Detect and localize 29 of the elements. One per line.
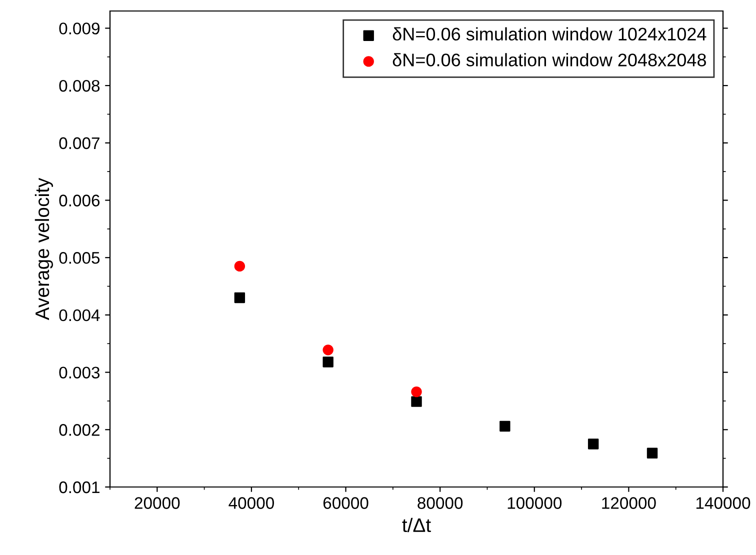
point (646, 448, 658, 459)
point (234, 260, 246, 272)
point (411, 396, 422, 407)
y-tick-label: 0.002 (59, 424, 100, 436)
y-tick-label: 0.007 (59, 137, 100, 150)
y-tick-label: 0.001 (59, 481, 100, 494)
point (588, 438, 599, 450)
y-tick-label: 0.006 (59, 194, 100, 206)
x-tick-label: 140000 (696, 497, 750, 509)
legend-label: δN=0.06 simulation window 1024x1024 (392, 27, 706, 41)
x-tick-label: 60000 (323, 497, 368, 509)
point (500, 420, 510, 432)
point (322, 344, 334, 356)
x-tick-label: 80000 (418, 497, 463, 509)
point (234, 292, 246, 304)
x-axis-title: t/Δt (402, 518, 431, 532)
y-tick-label: 0.008 (59, 80, 100, 92)
y-tick-label: 0.009 (59, 22, 100, 34)
x-tick-label: 120000 (602, 497, 656, 509)
point (411, 386, 422, 398)
y-tick-label: 0.003 (59, 366, 100, 379)
x-tick-label: 100000 (508, 497, 562, 509)
x-tick-label: 20000 (134, 497, 180, 509)
y-axis-title: Average velocity (34, 178, 54, 320)
x-tick-label: 40000 (228, 497, 274, 509)
legend-label: δN=0.06 simulation window 2048x2048 (392, 53, 706, 66)
y-tick-label: 0.004 (59, 309, 100, 322)
y-tick-label: 0.005 (59, 252, 100, 264)
point (322, 356, 334, 368)
